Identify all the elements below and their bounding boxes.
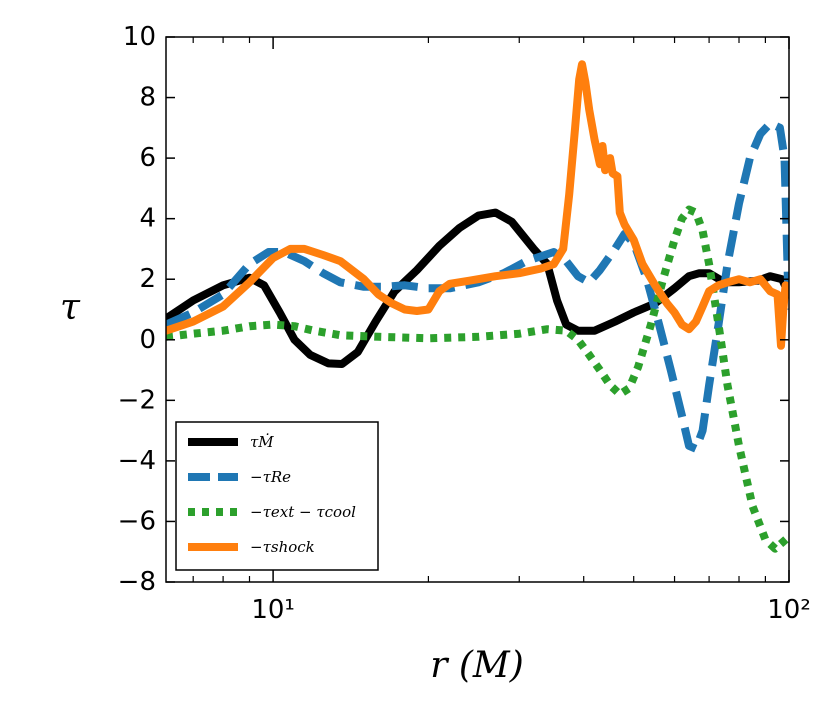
legend-label-2: −τext − τcool [250, 503, 356, 521]
x-axis-label: r (M) [430, 645, 524, 686]
legend-label-3: −τshock [250, 538, 315, 556]
y-tick-label: 0 [139, 325, 156, 355]
y-tick-label: 6 [139, 143, 156, 173]
y-tick-label: −8 [118, 567, 156, 597]
y-tick-label: −2 [118, 385, 156, 415]
legend-label-0: τṀ [250, 433, 274, 451]
series-line-2 [166, 205, 789, 553]
x-tick-label: 10² [767, 595, 811, 625]
y-tick-label: 4 [139, 204, 156, 234]
x-tick-label: 10¹ [251, 595, 295, 625]
tick-layer: 10 8 6 4 2 0 −2 −4 −6 −8 10¹ 10² [118, 22, 811, 625]
y-tick-label: 2 [139, 264, 156, 294]
legend: τṀ −τRe −τext − τcool −τshock [175, 421, 379, 571]
y-tick-label: 10 [123, 22, 156, 52]
y-tick-label: 8 [139, 83, 156, 113]
series-line-1 [166, 119, 789, 453]
y-tick-label: −4 [118, 446, 156, 476]
plot-frame [165, 36, 790, 583]
y-axis-label: τ [60, 287, 81, 328]
series-layer [166, 60, 789, 553]
series-line-3 [166, 60, 789, 350]
y-tick-label: −6 [118, 506, 156, 536]
legend-label-1: −τRe [250, 468, 291, 486]
